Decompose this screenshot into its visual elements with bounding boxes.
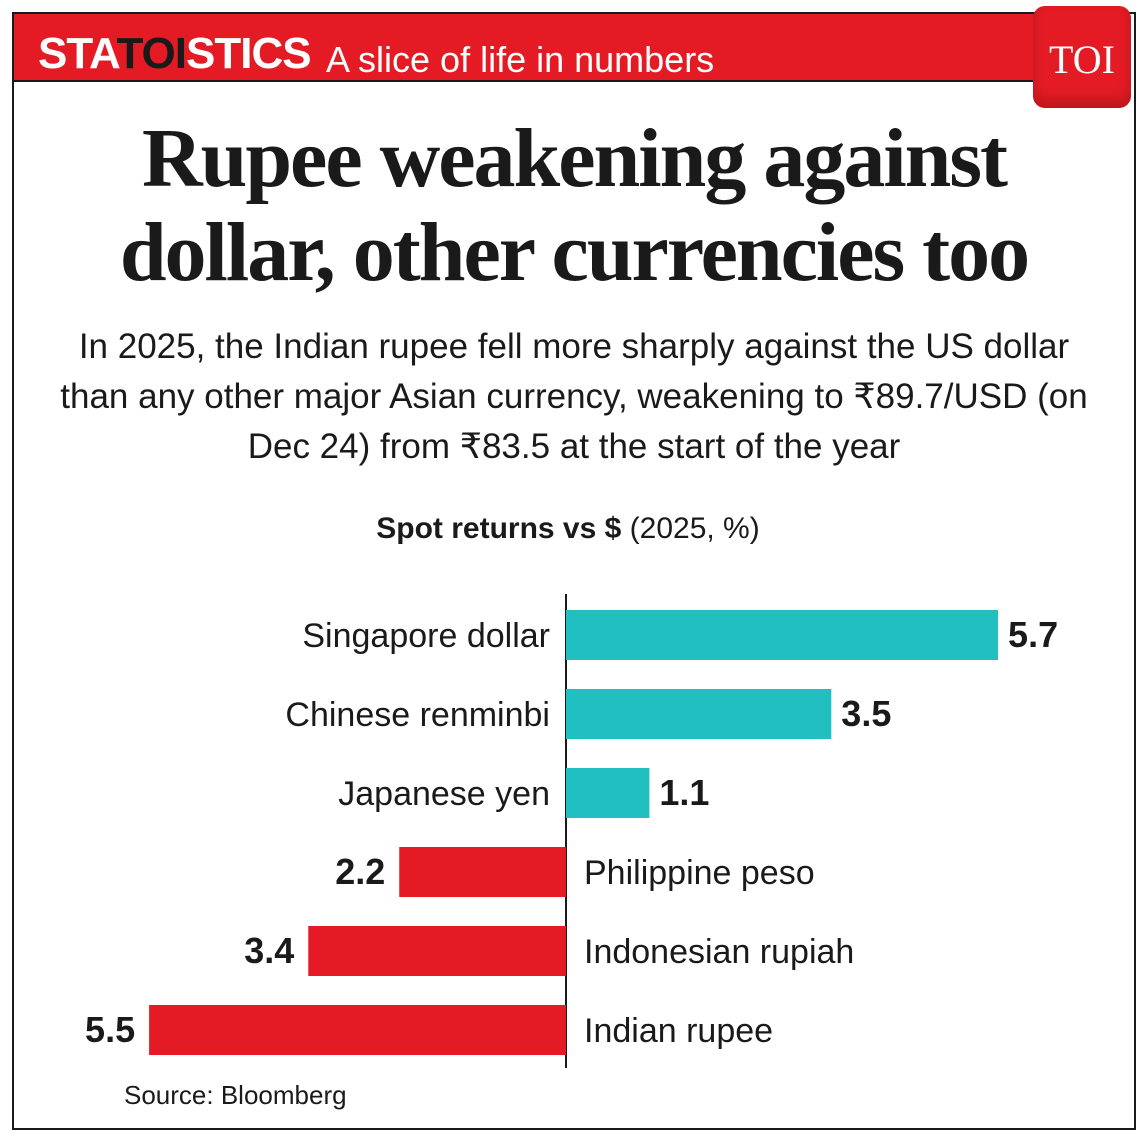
bar bbox=[308, 926, 566, 976]
category-label: Singapore dollar bbox=[302, 617, 550, 655]
value-label: 5.5 bbox=[85, 1009, 135, 1050]
category-label: Indian rupee bbox=[584, 1012, 773, 1050]
value-label: 1.1 bbox=[659, 772, 709, 813]
bar bbox=[566, 610, 999, 660]
standfirst: In 2025, the Indian rupee fell more shar… bbox=[60, 327, 1088, 466]
toi-logo: TOI bbox=[1033, 6, 1131, 108]
category-label: Philippine peso bbox=[584, 854, 815, 892]
value-label: 2.2 bbox=[335, 851, 385, 892]
toi-logo-text: TOI bbox=[1049, 37, 1115, 82]
bar bbox=[149, 1005, 566, 1055]
value-label: 3.5 bbox=[841, 693, 891, 734]
value-label: 5.7 bbox=[1008, 614, 1058, 655]
category-label: Indonesian rupiah bbox=[584, 933, 854, 971]
bar bbox=[399, 847, 566, 897]
statoistics-logo: STATOISTICS bbox=[38, 29, 312, 78]
banner-tagline: A slice of life in numbers bbox=[326, 39, 715, 80]
category-label: Chinese renminbi bbox=[285, 696, 550, 734]
headline: Rupee weakening against dollar, other cu… bbox=[119, 112, 1030, 299]
bar bbox=[566, 689, 832, 739]
bar bbox=[566, 768, 650, 818]
category-label: Japanese yen bbox=[338, 775, 550, 813]
graphic-frame bbox=[12, 12, 1136, 1130]
statoistics-banner: STATOISTICS A slice of life in numbers bbox=[14, 14, 1034, 82]
value-label: 3.4 bbox=[244, 930, 294, 971]
chart-title: Spot returns vs $ (2025, %) bbox=[376, 512, 760, 545]
source-note: Source: Bloomberg bbox=[124, 1080, 347, 1110]
